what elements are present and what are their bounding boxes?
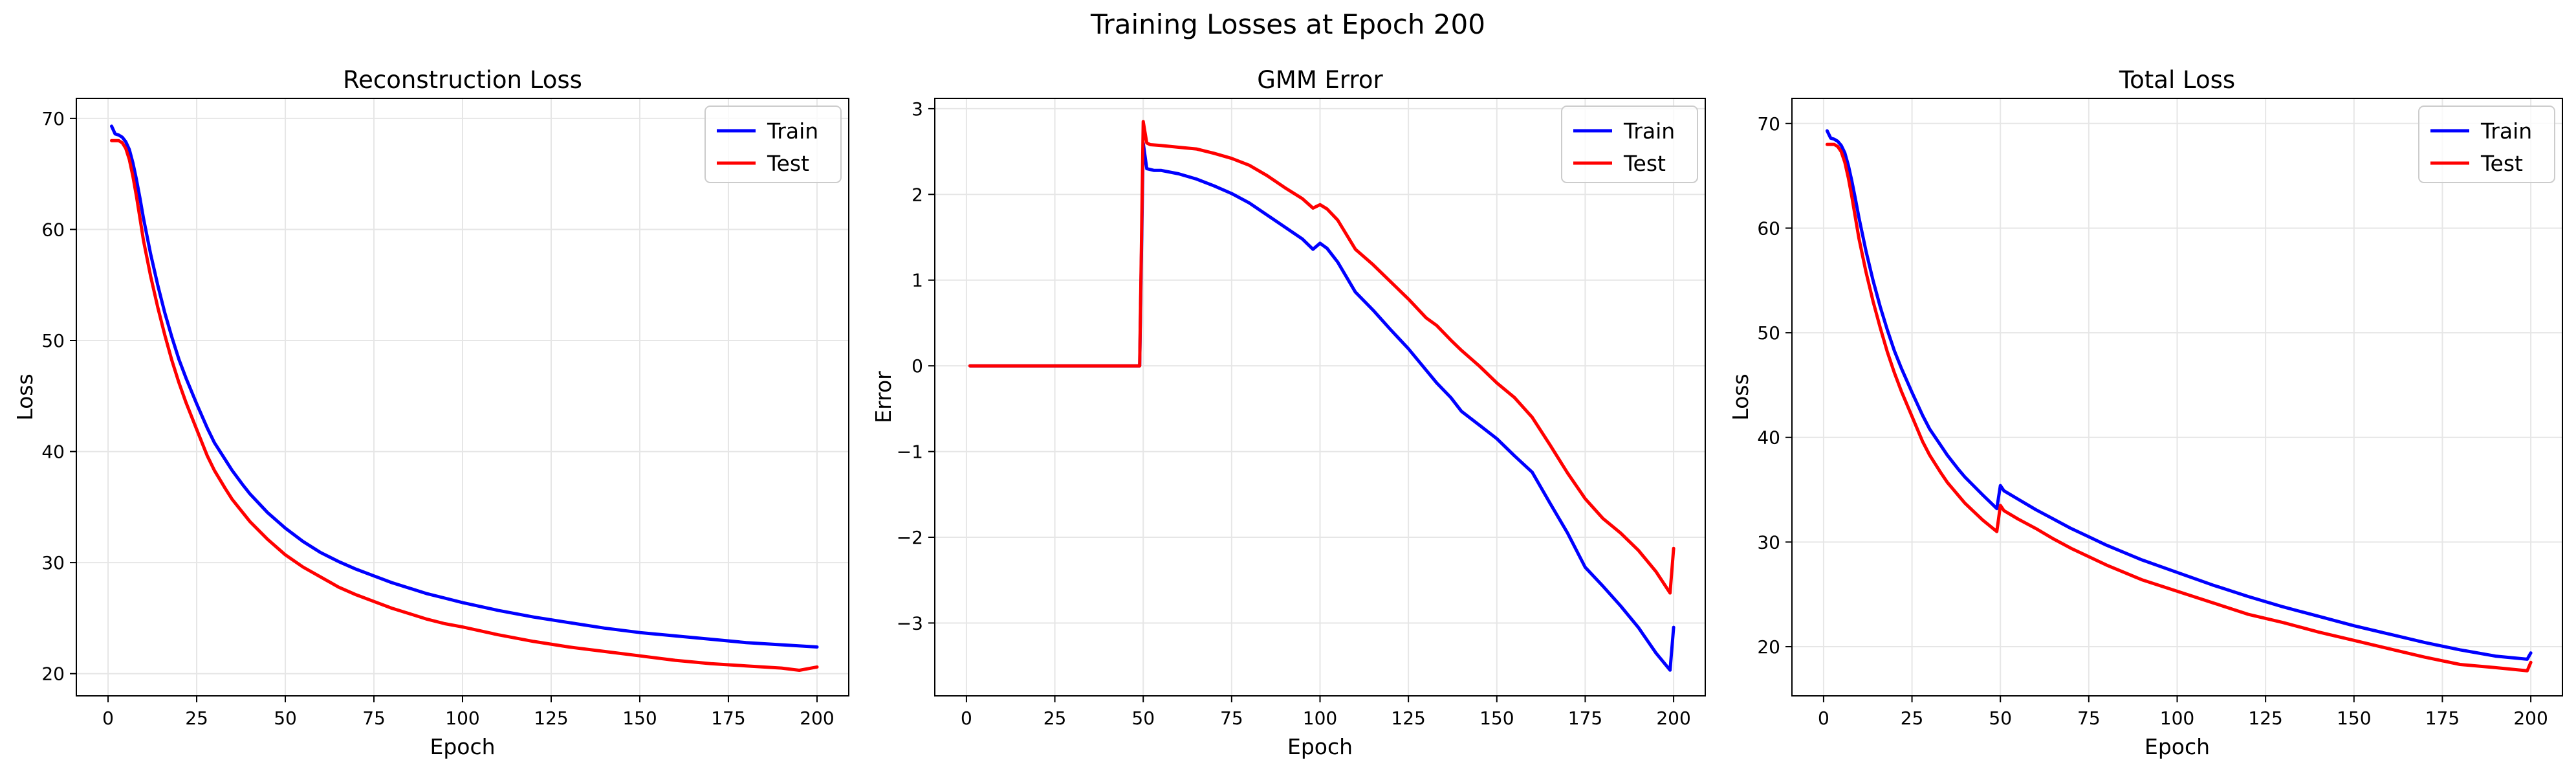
- subplot-title: Total Loss: [2119, 66, 2235, 94]
- x-tick-label: 50: [274, 708, 297, 729]
- x-tick-label: 75: [2077, 708, 2101, 729]
- y-axis-label: Loss: [1728, 373, 1753, 420]
- x-tick-label: 0: [961, 708, 972, 729]
- x-tick-label: 50: [1989, 708, 2012, 729]
- subplot-title: Reconstruction Loss: [343, 66, 582, 94]
- y-tick-label: 50: [1757, 322, 1780, 344]
- x-axis-label: Epoch: [2145, 734, 2210, 759]
- x-tick-label: 25: [185, 708, 208, 729]
- x-tick-label: 25: [1901, 708, 1924, 729]
- series-line-train: [110, 124, 819, 649]
- legend-label-train: Train: [2480, 118, 2532, 144]
- series-line-train: [1825, 129, 2533, 661]
- legend-label-test: Test: [1623, 151, 1666, 176]
- y-tick-label: −1: [897, 441, 923, 463]
- y-tick-label: −3: [897, 612, 923, 634]
- x-tick-label: 100: [1303, 708, 1337, 729]
- y-tick-label: 40: [1757, 427, 1780, 449]
- y-tick-label: 40: [41, 441, 65, 463]
- figure-suptitle: Training Losses at Epoch 200: [1090, 8, 1485, 40]
- y-tick-label: 2: [911, 184, 923, 205]
- x-tick-label: 75: [362, 708, 386, 729]
- legend: Train Test: [1561, 106, 1698, 183]
- series-line-test: [1825, 142, 2533, 673]
- y-tick-label: 20: [1757, 636, 1780, 658]
- x-tick-label: 0: [102, 708, 114, 729]
- subplot-1: 0 25 50 75 100 125 150 175 200 20 30 40 50 60 70 Recons…: [12, 66, 849, 759]
- subplot-title: GMM Error: [1257, 66, 1383, 94]
- legend-label-test: Test: [2480, 151, 2523, 176]
- legend-label-train: Train: [767, 118, 818, 144]
- legend: Train Test: [704, 106, 842, 183]
- legend: Train Test: [2418, 106, 2555, 183]
- x-tick-label: 150: [1479, 708, 1514, 729]
- x-tick-label: 100: [2160, 708, 2194, 729]
- x-tick-label: 175: [711, 708, 745, 729]
- x-tick-label: 150: [622, 708, 657, 729]
- x-tick-label: 125: [2248, 708, 2282, 729]
- y-axis-label: Error: [871, 371, 896, 423]
- series-line-test: [110, 139, 819, 672]
- x-tick-label: 75: [1220, 708, 1243, 729]
- x-tick-label: 200: [1656, 708, 1690, 729]
- x-tick-label: 200: [800, 708, 834, 729]
- y-tick-label: 20: [41, 663, 65, 685]
- x-tick-label: 125: [534, 708, 568, 729]
- x-tick-label: 100: [445, 708, 479, 729]
- subplot-3: 0 25 50 75 100 125 150 175 200 20 30 40 50 60 70 Total …: [1728, 66, 2563, 759]
- x-tick-label: 175: [1568, 708, 1602, 729]
- y-tick-label: 60: [41, 219, 65, 240]
- x-tick-label: 125: [1391, 708, 1425, 729]
- legend-label-test: Test: [767, 151, 809, 176]
- subplot-2: 0 25 50 75 100 125 150 175 200 −3 −2 −1 0 1 2 3 GMM Erro…: [871, 66, 1706, 759]
- y-tick-label: 0: [911, 355, 923, 377]
- x-tick-label: 150: [2337, 708, 2371, 729]
- y-tick-label: 60: [1757, 217, 1780, 239]
- y-tick-label: 70: [41, 108, 65, 129]
- x-tick-label: 200: [2513, 708, 2548, 729]
- series-line-test: [968, 120, 1675, 595]
- y-tick-label: 3: [911, 98, 923, 120]
- legend-label-train: Train: [1623, 118, 1675, 144]
- x-tick-label: 50: [1131, 708, 1155, 729]
- y-tick-label: 70: [1757, 113, 1780, 135]
- x-axis-label: Epoch: [430, 734, 495, 759]
- y-tick-label: 1: [911, 270, 923, 291]
- y-axis-label: Loss: [12, 373, 38, 420]
- x-tick-label: 0: [1818, 708, 1829, 729]
- x-tick-label: 175: [2425, 708, 2460, 729]
- y-tick-label: 50: [41, 330, 65, 351]
- series-line-train: [968, 141, 1675, 672]
- subplot-grid: 0 25 50 75 100 125 150 175 200203040506070Recons…: [12, 66, 2563, 759]
- y-tick-label: −2: [897, 527, 923, 548]
- x-tick-label: 25: [1043, 708, 1067, 729]
- y-tick-label: 30: [1757, 531, 1780, 553]
- x-axis-label: Epoch: [1287, 734, 1353, 759]
- y-tick-label: 30: [41, 552, 65, 574]
